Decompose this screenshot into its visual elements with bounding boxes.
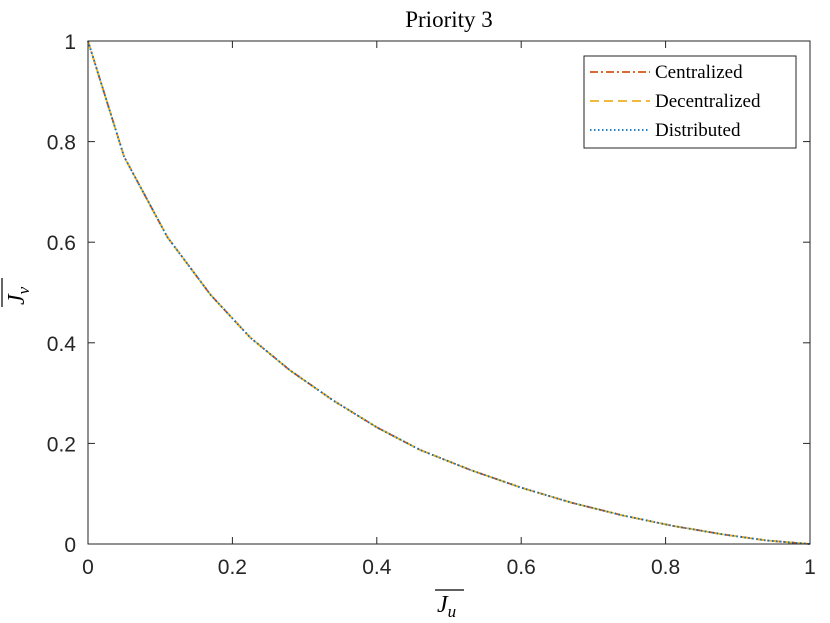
y-tick-label: 0.8 (47, 132, 76, 155)
chart-title: Priority 3 (405, 7, 493, 32)
x-tick-label: 1 (804, 556, 816, 579)
x-axis-label: Ju (435, 589, 464, 621)
legend-box (583, 55, 797, 149)
x-axis: 0 0.2 0.4 0.6 0.8 1 (82, 41, 816, 579)
series-layer (87, 40, 811, 545)
legend-label-distributed: Distributed (655, 120, 741, 141)
x-tick-label: 0.6 (507, 556, 536, 579)
svg-text:Ju: Ju (437, 592, 456, 621)
x-label-subscript: u (448, 602, 457, 621)
plot-frame (87, 40, 811, 545)
x-tick-label: 0 (82, 556, 94, 579)
x-tick-label: 0.4 (362, 556, 392, 579)
y-axis: 0 0.2 0.4 0.6 0.8 1 (47, 31, 810, 557)
x-tick-label: 0.2 (218, 556, 247, 579)
y-tick-label: 0.4 (47, 333, 77, 356)
legend-label-centralized: Centralized (655, 62, 743, 83)
legend-label-decentralized: Decentralized (655, 91, 761, 112)
y-tick-label: 0.2 (47, 433, 76, 456)
y-tick-label: 0 (64, 534, 76, 557)
svg-text:Jv: Jv (4, 286, 33, 305)
y-axis-label: Jv (1, 278, 33, 307)
y-tick-label: 1 (64, 31, 76, 54)
y-label-base: J (4, 293, 30, 305)
series-line-distributed (87, 40, 811, 545)
x-tick-label: 0.8 (651, 556, 680, 579)
legend: Centralized Decentralized Distributed (583, 55, 797, 149)
y-label-subscript: v (14, 286, 33, 294)
x-label-base: J (437, 592, 449, 618)
y-tick-label: 0.6 (47, 232, 76, 255)
